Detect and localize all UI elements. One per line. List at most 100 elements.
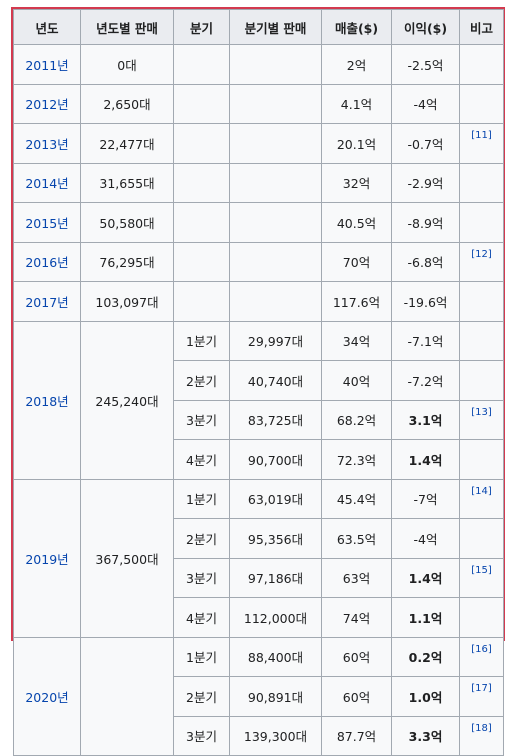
table-row: 4분기 112,000대 74억 1.1억: [14, 597, 504, 638]
profit-cell: -6.8억: [391, 241, 460, 282]
note-reference[interactable]: [18]: [459, 715, 504, 756]
quarter-cell: [173, 162, 230, 203]
header-profit: 이익($): [391, 9, 460, 45]
yearly-sales-cell: 367,500대: [80, 478, 174, 638]
table-row: 3분기 83,725대 68.2억 3.1억 [13]: [14, 399, 504, 440]
quarter-cell: 4분기: [173, 597, 230, 638]
quarter-cell: 3분기: [173, 557, 230, 598]
table-row: 2020년 1분기 88,400대 60억 0.2억 [16]: [13, 636, 504, 756]
year-link[interactable]: 2016년: [13, 241, 81, 282]
profit-cell: -8.9억: [391, 202, 460, 243]
revenue-cell: 68.2억: [321, 399, 392, 440]
quarter-sales-cell: [229, 44, 322, 85]
header-row: 년도 년도별 판매 분기 분기별 판매 매출($) 이익($) 비고: [13, 9, 504, 45]
quarter-cell: 3분기: [173, 399, 230, 440]
profit-cell: -19.6억: [391, 281, 460, 322]
quarter-sales-cell: 112,000대: [229, 597, 322, 638]
note-reference: [459, 360, 504, 401]
revenue-cell: 60억: [321, 636, 392, 677]
quarter-sales-cell: [229, 241, 322, 282]
table-row: 2017년 103,097대 117.6억 -19.6억: [13, 281, 504, 322]
note-reference[interactable]: [15]: [459, 557, 504, 598]
profit-cell: 1.4억: [391, 439, 460, 480]
quarter-cell: [173, 123, 230, 164]
yearly-sales-cell: [80, 636, 174, 756]
year-link[interactable]: 2017년: [13, 281, 81, 322]
profit-cell: 0.2억: [391, 636, 460, 677]
quarter-sales-cell: [229, 162, 322, 203]
profit-cell: -2.5억: [391, 44, 460, 85]
yearly-sales-cell: 50,580대: [80, 202, 174, 243]
header-note: 비고: [459, 9, 504, 45]
profit-cell: 3.3억: [391, 715, 460, 756]
year-link[interactable]: 2019년: [13, 478, 81, 638]
year-link[interactable]: 2012년: [13, 83, 81, 124]
quarter-cell: [173, 281, 230, 322]
revenue-cell: 32억: [321, 162, 392, 203]
quarter-cell: 1분기: [173, 320, 230, 361]
note-reference[interactable]: [17]: [459, 676, 504, 717]
table-row: 2014년 31,655대 32억 -2.9억: [13, 162, 504, 203]
quarter-cell: 4분기: [173, 439, 230, 480]
note-reference: [459, 202, 504, 243]
table-row: 2분기 40,740대 40억 -7.2억: [14, 360, 504, 401]
quarter-sales-cell: 139,300대: [229, 715, 322, 756]
year-link[interactable]: 2018년: [13, 320, 81, 480]
revenue-cell: 2억: [321, 44, 392, 85]
year-link[interactable]: 2015년: [13, 202, 81, 243]
note-reference[interactable]: [11]: [459, 123, 504, 164]
revenue-cell: 34억: [321, 320, 392, 361]
header-revenue: 매출($): [321, 9, 392, 45]
quarter-sales-cell: 83,725대: [229, 399, 322, 440]
quarter-sales-cell: [229, 281, 322, 322]
quarter-sales-cell: 90,700대: [229, 439, 322, 480]
profit-cell: -2.9억: [391, 162, 460, 203]
note-reference[interactable]: [16]: [459, 636, 504, 677]
revenue-cell: 20.1억: [321, 123, 392, 164]
quarter-sales-cell: 95,356대: [229, 518, 322, 559]
yearly-sales-cell: 245,240대: [80, 320, 174, 480]
header-quarter-sales: 분기별 판매: [229, 9, 322, 45]
revenue-cell: 72.3억: [321, 439, 392, 480]
profit-cell: -7억: [391, 478, 460, 519]
year-link[interactable]: 2020년: [13, 636, 81, 756]
quarter-cell: 2분기: [173, 360, 230, 401]
quarter-sales-cell: [229, 83, 322, 124]
table-row: 4분기 90,700대 72.3억 1.4억: [14, 439, 504, 480]
note-reference: [459, 162, 504, 203]
note-reference[interactable]: [13]: [459, 399, 504, 440]
quarter-sales-cell: 29,997대: [229, 320, 322, 361]
quarter-sales-cell: 88,400대: [229, 636, 322, 677]
table-row: 2011년 0대 2억 -2.5억: [13, 44, 504, 85]
sales-table-frame: 년도 년도별 판매 분기 분기별 판매 매출($) 이익($) 비고 2011년…: [11, 7, 505, 756]
profit-cell: -4억: [391, 83, 460, 124]
profit-cell: -7.2억: [391, 360, 460, 401]
note-reference: [459, 597, 504, 638]
header-yearly-sales: 년도별 판매: [80, 9, 174, 45]
note-reference[interactable]: [14]: [459, 478, 504, 519]
quarter-sales-cell: 90,891대: [229, 676, 322, 717]
quarter-cell: 2분기: [173, 518, 230, 559]
revenue-cell: 117.6억: [321, 281, 392, 322]
quarter-sales-cell: 40,740대: [229, 360, 322, 401]
revenue-cell: 63.5억: [321, 518, 392, 559]
note-reference: [459, 320, 504, 361]
revenue-cell: 70억: [321, 241, 392, 282]
yearly-sales-cell: 2,650대: [80, 83, 174, 124]
quarter-cell: [173, 83, 230, 124]
profit-cell: -4억: [391, 518, 460, 559]
year-link[interactable]: 2013년: [13, 123, 81, 164]
year-link[interactable]: 2011년: [13, 44, 81, 85]
year-link[interactable]: 2014년: [13, 162, 81, 203]
quarter-sales-cell: [229, 202, 322, 243]
quarter-cell: [173, 44, 230, 85]
profit-cell: 1.1억: [391, 597, 460, 638]
profit-cell: -0.7억: [391, 123, 460, 164]
revenue-cell: 74억: [321, 597, 392, 638]
note-reference: [459, 83, 504, 124]
profit-cell: 3.1억: [391, 399, 460, 440]
note-reference[interactable]: [12]: [459, 241, 504, 282]
quarter-cell: [173, 202, 230, 243]
sales-table: 년도 년도별 판매 분기 분기별 판매 매출($) 이익($) 비고 2011년…: [13, 9, 504, 756]
yearly-sales-cell: 31,655대: [80, 162, 174, 203]
